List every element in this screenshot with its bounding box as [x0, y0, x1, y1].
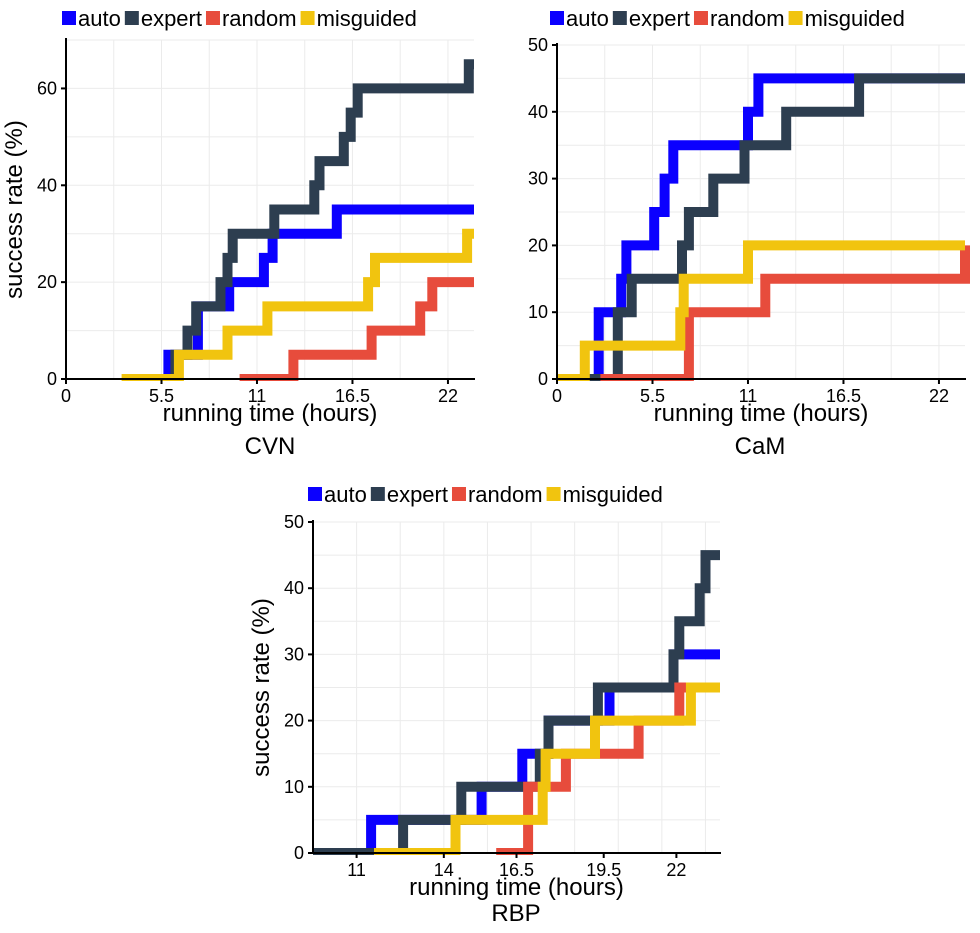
- legend: auto expert random misguided: [62, 6, 417, 31]
- legend-swatch-expert: [612, 11, 627, 25]
- chart-title: CaM: [735, 433, 786, 460]
- legend-swatch-misguided: [300, 11, 315, 25]
- legend-swatch-auto: [550, 11, 564, 25]
- chart-title: RBP: [491, 900, 540, 927]
- series-group: [121, 59, 474, 381]
- x-tick-label: 22: [929, 386, 949, 406]
- x-tick-label: 0: [61, 386, 71, 406]
- x-tick-label: 16.5: [826, 386, 861, 406]
- y-tick-label: 10: [284, 777, 304, 797]
- series-group: [557, 73, 970, 381]
- x-tick-label: 19.5: [586, 860, 621, 880]
- x-tick-label: 16.5: [499, 860, 534, 880]
- y-tick-label: 20: [528, 235, 548, 255]
- legend-swatch-random: [205, 11, 220, 25]
- y-tick-label: 50: [528, 35, 548, 55]
- x-tick-label: 11: [739, 386, 758, 406]
- y-tick-label: 60: [37, 78, 57, 98]
- legend-swatch-expert: [370, 487, 385, 501]
- x-tick-label: 11: [248, 386, 267, 406]
- x-tick-label: 5.5: [640, 386, 665, 406]
- y-tick-label: 20: [37, 272, 57, 292]
- legend-swatch-expert: [124, 11, 139, 25]
- legend-label-random: random: [222, 6, 297, 31]
- series-line-expert: [170, 59, 474, 379]
- legend-label-misguided: misguided: [563, 482, 663, 507]
- legend-label-expert: expert: [629, 6, 690, 31]
- legend-swatch-auto: [62, 11, 76, 25]
- legend-swatch-auto: [308, 487, 322, 501]
- y-tick-label: 0: [538, 369, 548, 389]
- legend-swatch-misguided: [546, 487, 561, 501]
- series-line-misguided: [374, 682, 720, 855]
- legend-label-misguided: misguided: [317, 6, 417, 31]
- chart-rbp: 11 14 16.5 19.5 22 0 10 20 30 40 50 running time (h…: [248, 482, 721, 927]
- series-line-misguided: [121, 228, 474, 381]
- y-tick-label: 10: [528, 302, 548, 322]
- y-tick-label: 40: [37, 175, 57, 195]
- chart-cvn: 0 5.5 11 16.5 22 0 20 40 60 running time (hours) C…: [1, 6, 475, 460]
- legend-label-random: random: [468, 482, 543, 507]
- x-tick-label: 5.5: [149, 386, 174, 406]
- y-tick-label: 0: [294, 843, 304, 863]
- series-line-random: [239, 277, 474, 381]
- x-axis-label: running time (hours): [409, 874, 624, 901]
- y-axis-label: success rate (%): [248, 598, 275, 777]
- legend: auto expert random misguided: [550, 6, 905, 31]
- legend-label-misguided: misguided: [805, 6, 905, 31]
- x-tick-label: 14: [434, 860, 454, 880]
- y-tick-label: 20: [284, 711, 304, 731]
- series-group: [313, 550, 720, 855]
- x-tick-label: 11: [347, 860, 366, 880]
- y-tick-label: 0: [47, 369, 57, 389]
- x-tick-label: 22: [666, 860, 686, 880]
- legend-label-expert: expert: [387, 482, 448, 507]
- series-line-misguided: [557, 240, 965, 381]
- legend-label-auto: auto: [78, 6, 121, 31]
- legend-swatch-misguided: [788, 11, 803, 25]
- y-tick-label: 50: [284, 512, 304, 532]
- chart-cam: 0 5.5 11 16.5 22 0 10 20 30 40 50 running time (hou…: [528, 6, 970, 460]
- legend-label-auto: auto: [566, 6, 609, 31]
- legend-label-random: random: [710, 6, 785, 31]
- legend-swatch-random: [693, 11, 708, 25]
- legend-swatch-random: [451, 487, 466, 501]
- x-axis-label: running time (hours): [163, 400, 378, 427]
- legend-label-expert: expert: [141, 6, 202, 31]
- chart-title: CVN: [245, 433, 296, 460]
- y-tick-label: 40: [284, 578, 304, 598]
- series-line-expert: [557, 73, 965, 381]
- x-tick-label: 16.5: [335, 386, 370, 406]
- y-axis-label: success rate (%): [1, 120, 28, 299]
- legend-label-auto: auto: [324, 482, 367, 507]
- legend: auto expert random misguided: [308, 482, 663, 507]
- series-line-expert: [313, 550, 720, 855]
- x-tick-label: 0: [552, 386, 562, 406]
- y-tick-label: 40: [528, 102, 548, 122]
- y-tick-label: 30: [284, 644, 304, 664]
- x-axis-label: running time (hours): [654, 400, 869, 427]
- y-tick-label: 30: [528, 169, 548, 189]
- x-tick-label: 22: [438, 386, 458, 406]
